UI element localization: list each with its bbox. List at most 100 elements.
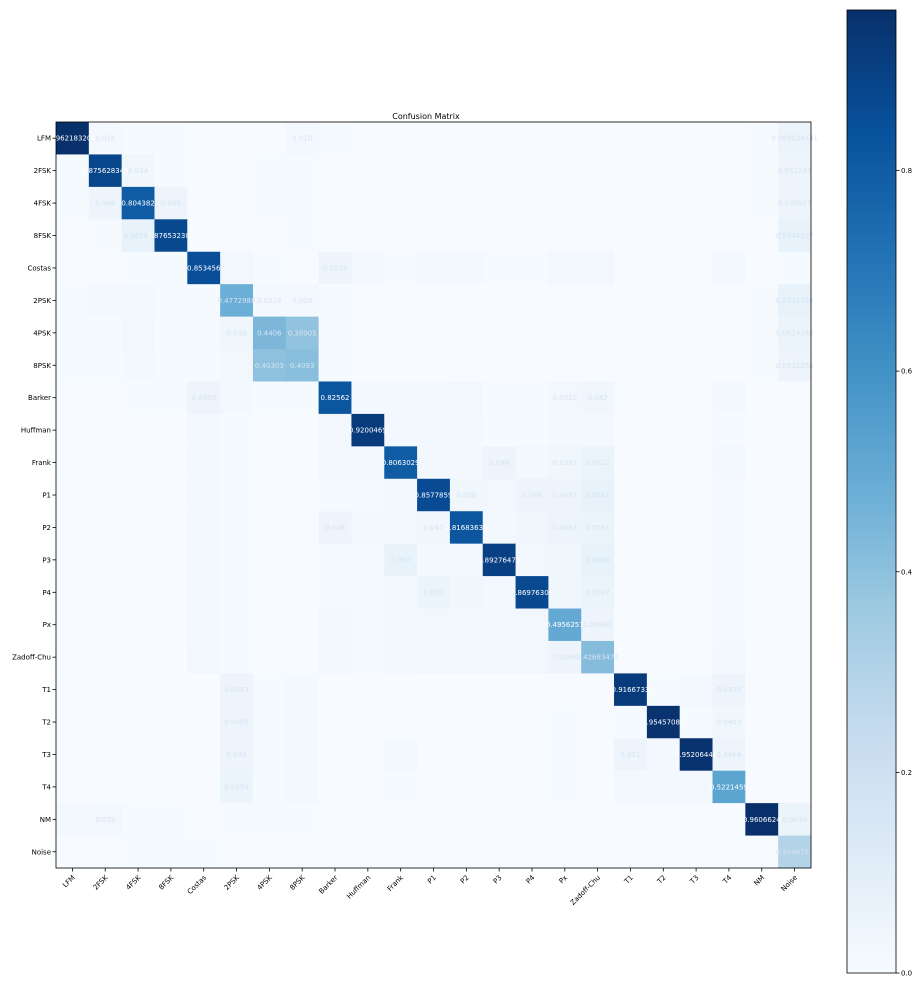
cell-value-label: 0.0468 <box>553 654 578 662</box>
cell-value-label: 0.9200469 <box>349 427 387 435</box>
heatmap-cell <box>646 316 681 350</box>
heatmap-cell <box>745 705 779 739</box>
cell-value-label: 0.0489 <box>191 394 216 402</box>
y-tick-label: P2 <box>42 524 51 532</box>
y-tick-label: T2 <box>41 719 51 727</box>
heatmap-cell <box>351 640 385 674</box>
cell-value-label: 0.0587 <box>585 589 610 597</box>
cell-value-label: 0.049827 <box>778 200 811 208</box>
heatmap-cell <box>88 640 123 674</box>
cell-value-label: 0.036 <box>456 492 477 500</box>
cell-value-label: 0.81683634 <box>445 524 488 532</box>
y-tick-label: LFM <box>37 135 51 143</box>
heatmap-cell <box>614 803 648 836</box>
cell-value-label: 0.4772988 <box>218 297 256 305</box>
y-axis-ticks: LFM 2FSK 4FSK 8FSK Costas 2PSK 4PSK 8PSK Barker H… <box>12 135 56 856</box>
heatmap-cell <box>318 381 352 415</box>
heatmap-cell <box>318 738 352 772</box>
cell-value-label: 0.38905 <box>288 329 317 337</box>
heatmap-cell <box>56 251 90 285</box>
heatmap-cell <box>351 381 385 415</box>
heatmap-cell <box>449 770 484 804</box>
heatmap-cell <box>712 576 746 609</box>
heatmap-cell <box>384 770 418 804</box>
heatmap-cell <box>154 446 188 480</box>
cell-value-label: 0.067 <box>391 556 411 564</box>
heatmap-cell <box>614 543 648 577</box>
heatmap-cell <box>548 576 582 609</box>
heatmap-cell <box>614 835 648 869</box>
heatmap-cell <box>88 738 123 772</box>
heatmap-cell <box>515 446 549 480</box>
heatmap-cell <box>482 543 516 577</box>
heatmap-cell <box>581 381 615 415</box>
heatmap-cell <box>285 122 320 155</box>
cell-value-label: 0.962183204 <box>49 135 96 143</box>
heatmap-cell <box>187 219 221 253</box>
heatmap-cell <box>778 284 812 317</box>
heatmap-cell <box>482 349 516 382</box>
heatmap-cell <box>778 478 812 512</box>
heatmap-cell <box>318 284 352 317</box>
heatmap-cell <box>581 705 615 739</box>
heatmap-cell <box>614 640 648 674</box>
heatmap-cell <box>646 608 681 642</box>
heatmap-cell <box>121 543 155 577</box>
heatmap-cell <box>548 543 582 577</box>
heatmap-cell <box>252 478 287 512</box>
heatmap-cell <box>88 705 123 739</box>
heatmap-cell <box>351 576 385 609</box>
heatmap-cell <box>154 576 188 609</box>
heatmap-cell <box>154 381 188 415</box>
heatmap-cell <box>285 640 320 674</box>
heatmap-cell <box>614 738 648 772</box>
y-tick-label: T1 <box>41 686 51 694</box>
heatmap-cell <box>121 122 155 155</box>
heatmap-cell <box>154 349 188 382</box>
cell-value-label: 0.0533 <box>323 264 348 272</box>
heatmap-cell <box>482 770 516 804</box>
heatmap-cell <box>778 770 812 804</box>
y-tick-label: Barker <box>28 394 51 402</box>
heatmap-cell <box>745 446 779 480</box>
heatmap-cell <box>384 413 418 447</box>
heatmap-cell <box>449 543 484 577</box>
heatmap-cell <box>154 608 188 642</box>
heatmap-cell <box>581 478 615 512</box>
heatmap-cell <box>548 705 582 739</box>
heatmap-cell <box>56 835 90 869</box>
heatmap-cell <box>285 284 320 317</box>
heatmap-cell <box>482 835 516 869</box>
heatmap-cell <box>515 413 549 447</box>
heatmap-cell <box>121 803 155 836</box>
heatmap-cell <box>712 122 746 155</box>
heatmap-cell <box>581 543 615 577</box>
heatmap-cell <box>252 803 287 836</box>
heatmap-cell <box>581 835 615 869</box>
heatmap-cell <box>220 122 254 155</box>
heatmap-cell <box>614 219 648 253</box>
heatmap-cell <box>252 576 287 609</box>
cell-value-label: 0.038 <box>227 329 247 337</box>
heatmap-cell <box>646 219 681 253</box>
heatmap-cell <box>56 349 90 382</box>
heatmap-cell <box>187 446 221 480</box>
heatmap-cell <box>56 576 90 609</box>
heatmap-cell <box>285 251 320 285</box>
heatmap-cell <box>712 251 746 285</box>
heatmap-cell <box>482 576 516 609</box>
heatmap-cell <box>351 770 385 804</box>
heatmap-cell <box>646 284 681 317</box>
heatmap-cell <box>220 738 254 772</box>
heatmap-cell <box>515 835 549 869</box>
heatmap-cell <box>745 673 779 707</box>
heatmap-cell <box>187 478 221 512</box>
heatmap-cell <box>56 738 90 772</box>
heatmap-cell <box>285 738 320 772</box>
heatmap-cell <box>778 835 812 869</box>
heatmap-cell <box>548 738 582 772</box>
heatmap-cell <box>581 446 615 480</box>
heatmap-cell <box>614 673 648 707</box>
heatmap-cell <box>88 186 123 220</box>
heatmap-cell <box>745 640 779 674</box>
